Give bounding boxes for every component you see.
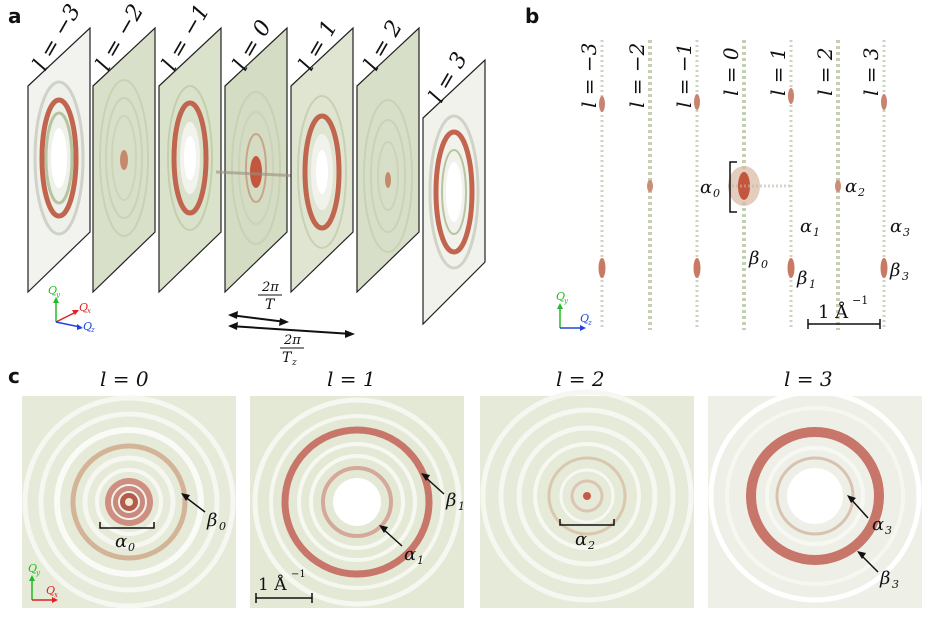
c-alpha0: α xyxy=(115,531,127,552)
spacing-arrow-large xyxy=(228,322,355,338)
c-beta3-sub: 3 xyxy=(892,578,899,591)
c-scale-exp: −1 xyxy=(291,569,306,580)
b-alpha2-sub: 2 xyxy=(857,186,865,199)
panel-a: l = −3 l = −2 l = −1 l = 0 l = 1 l = 2 l… xyxy=(27,0,486,368)
slice-l-minus3 xyxy=(27,26,91,294)
axis-b-qy: Q xyxy=(556,290,565,303)
b-alpha1: α xyxy=(800,216,812,237)
col-label-l-minus2: l = −2 xyxy=(625,43,649,108)
slice-l-3 xyxy=(422,58,486,326)
axis-b-qy-sub: y xyxy=(563,297,569,305)
c-image-l0 xyxy=(22,395,236,609)
axes-triad-a xyxy=(53,297,83,330)
c-alpha2: α xyxy=(575,529,587,550)
panel-c: l = 0 l = 1 l = 2 l = 3 α 0 β 0 xyxy=(22,367,922,609)
axis-a-qx: Q xyxy=(79,301,88,314)
c-title-l3: l = 3 xyxy=(784,367,833,391)
panel-letter-a: a xyxy=(8,4,22,28)
slice-l-minus2 xyxy=(92,26,156,294)
axis-a-qy: Q xyxy=(48,284,57,297)
b-beta0: β xyxy=(748,248,759,269)
slice-l-2 xyxy=(356,26,420,294)
col-label-l-2: l = 2 xyxy=(813,47,837,96)
b-alpha3-sub: 3 xyxy=(903,226,910,239)
c-alpha1-sub: 1 xyxy=(417,554,424,567)
c-beta0: β xyxy=(206,510,217,531)
axis-c-qx: Q xyxy=(46,584,55,597)
b-beta3-sub: 3 xyxy=(902,270,909,283)
b-scale-exp: −1 xyxy=(852,294,868,307)
c-alpha3-sub: 3 xyxy=(885,524,892,537)
c-alpha3: α xyxy=(872,514,884,535)
axis-c-qy-sub: y xyxy=(35,569,41,577)
slice-l-0 xyxy=(215,26,301,294)
c-beta0-sub: 0 xyxy=(219,520,226,533)
column-l-3 xyxy=(880,40,888,330)
column-l-minus2 xyxy=(647,40,653,330)
spacing-large-den: T xyxy=(282,350,293,366)
b-alpha0-sub: 0 xyxy=(713,187,720,200)
spacing-small-num: 2π xyxy=(261,280,279,295)
b-beta0-sub: 0 xyxy=(761,258,768,271)
axis-b-qz: Q xyxy=(580,312,589,325)
b-alpha3: α xyxy=(890,216,902,237)
c-scale-label: 1 Å xyxy=(258,574,287,595)
spacing-large-num: 2π xyxy=(283,333,301,348)
col-label-l-minus3: l = −3 xyxy=(577,43,601,108)
col-label-l-0: l = 0 xyxy=(719,47,743,96)
axes-triad-c xyxy=(29,575,58,603)
panel-letter-c: c xyxy=(8,364,20,388)
col-label-l-minus1: l = −1 xyxy=(672,43,696,108)
b-scale-label: 1 Å xyxy=(818,301,849,323)
c-title-l0: l = 0 xyxy=(100,367,149,391)
axis-c-qy: Q xyxy=(28,562,37,575)
axis-a-qx-sub: x xyxy=(87,307,91,315)
axis-a-qy-sub: y xyxy=(55,291,61,299)
slice-l-1 xyxy=(290,26,354,294)
col-label-l-1: l = 1 xyxy=(766,47,790,96)
c-beta1: β xyxy=(445,490,456,511)
b-beta1: β xyxy=(796,268,807,289)
b-alpha2: α xyxy=(845,176,857,197)
b-beta3: β xyxy=(889,260,900,281)
column-l-2 xyxy=(835,40,841,330)
c-beta1-sub: 1 xyxy=(458,500,465,513)
b-alpha1-sub: 1 xyxy=(813,226,820,239)
panel-b: l = −3 l = −2 l = −1 l = 0 l = 1 l = 2 l… xyxy=(556,40,910,331)
spacing-large-den-sub: z xyxy=(291,358,297,368)
column-l-0 xyxy=(728,40,790,330)
column-l-minus1 xyxy=(693,40,701,330)
c-alpha1: α xyxy=(404,544,416,565)
column-l-minus3 xyxy=(598,40,606,330)
panel-letter-b: b xyxy=(525,4,540,28)
axis-b-qz-sub: z xyxy=(587,319,592,327)
axis-c-qx-sub: x xyxy=(54,591,58,599)
c-alpha0-sub: 0 xyxy=(128,541,135,554)
axes-triad-b xyxy=(557,303,586,331)
c-image-l1 xyxy=(250,396,464,608)
axis-a-qz: Q xyxy=(83,320,92,333)
c-beta3: β xyxy=(879,568,890,589)
column-l-1 xyxy=(787,40,795,330)
axis-a-qz-sub: z xyxy=(90,326,95,334)
c-image-l2 xyxy=(480,389,694,608)
c-alpha2-sub: 2 xyxy=(587,539,595,552)
c-title-l1: l = 1 xyxy=(327,367,376,391)
c-image-l3 xyxy=(708,389,922,608)
b-beta1-sub: 1 xyxy=(809,278,816,291)
spacing-small-den: T xyxy=(265,297,276,313)
c-title-l2: l = 2 xyxy=(556,367,605,391)
spacing-arrow-small xyxy=(228,311,289,326)
slice-l-minus1 xyxy=(158,26,222,294)
col-label-l-3: l = 3 xyxy=(859,47,883,96)
b-alpha0: α xyxy=(700,177,712,198)
